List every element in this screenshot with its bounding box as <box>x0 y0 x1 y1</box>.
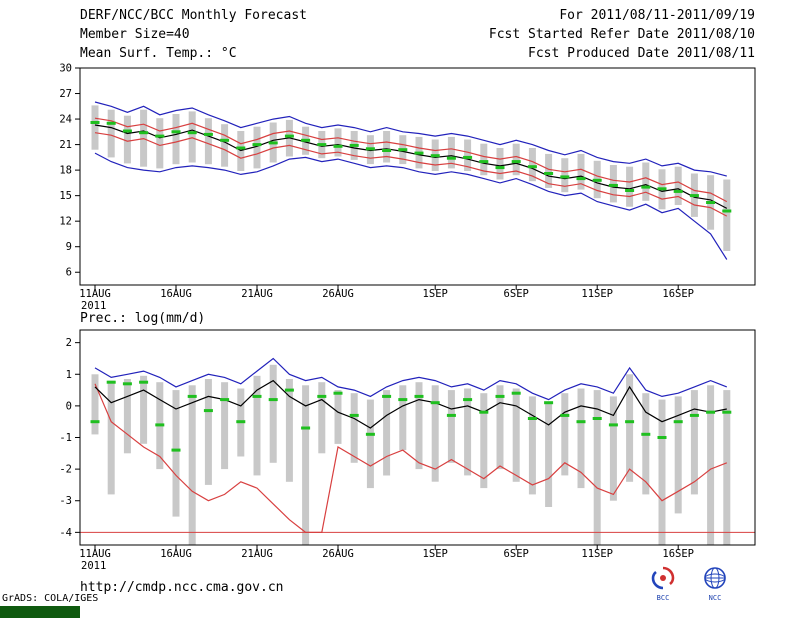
header-fcst-started: Fcst Started Refer Date 2011/08/10 <box>488 27 755 42</box>
mean-surface-temperature-ytick-label: 24 <box>59 114 72 126</box>
mean-surface-temperature-ytick-label: 12 <box>59 216 72 228</box>
mean-surface-temperature-plot-box <box>79 67 756 286</box>
mean-surface-temperature-ensemble-median-line <box>94 124 728 209</box>
mean-surface-temperature-year-label: 2011 <box>81 300 106 312</box>
precipitation-axes: 2 1 0 -1 -2 -3 -4 11AUG 16AUG 21AUG 26AUG 1SEP 6SEP 1… <box>59 337 694 572</box>
mean-surface-temperature-ensemble-bars <box>91 105 731 251</box>
mean-surface-temperature-lower-quartile-line <box>94 132 728 217</box>
mean-surface-temperature-xtick-label: 1SEP <box>423 288 448 300</box>
mean-surface-temperature-ytick-label: 15 <box>59 190 72 202</box>
precipitation-ytick-label: 0 <box>66 400 72 412</box>
precipitation-chart: 2 1 0 -1 -2 -3 -4 11AUG 16AUG 21AUG 26AUG 1SEP 6SEP 1… <box>59 329 756 572</box>
precipitation-xtick-label: 16SEP <box>662 548 694 560</box>
bcc-logo-icon: BCC <box>642 566 684 602</box>
header-for-range: For 2011/08/11-2011/09/19 <box>559 8 755 23</box>
precipitation-ytick-label: 2 <box>66 337 72 349</box>
mean-surface-temperature-xtick-label: 6SEP <box>504 288 529 300</box>
ncc-logo-label: NCC <box>708 594 722 602</box>
precipitation-ytick-label: -2 <box>59 464 72 476</box>
mean-surface-temperature-xtick-label: 16AUG <box>160 288 192 300</box>
precipitation-year-label: 2011 <box>81 560 106 572</box>
header-fcst-produced: Fcst Produced Date 2011/08/11 <box>528 46 755 61</box>
precipitation-ytick-label: -3 <box>59 495 72 507</box>
header-title: DERF/NCC/BCC Monthly Forecast <box>80 8 307 23</box>
ncc-logo-icon: NCC <box>692 566 738 602</box>
mean-surface-temperature-ensemble-max-line <box>94 101 727 177</box>
precipitation-ensemble-median-line <box>94 379 727 429</box>
mean-surface-temperature-xtick-label: 16SEP <box>662 288 694 300</box>
precipitation-ensemble-min-line <box>94 383 728 534</box>
mean-surface-temperature-ytick-label: 27 <box>59 88 72 100</box>
mean-surface-temperature-xtick-label: 26AUG <box>322 288 354 300</box>
mean-surface-temperature-chart: 30 27 24 21 18 15 12 9 6 11AUG 16AUG 21AUG 26AUG 1SEP… <box>59 63 756 313</box>
mean-surface-temperature-ytick-label: 6 <box>66 267 72 279</box>
precipitation-xtick-label: 11AUG <box>79 548 111 560</box>
precipitation-xtick-label: 6SEP <box>504 548 529 560</box>
mean-surface-temperature-xtick-label: 11AUG <box>79 288 111 300</box>
mean-surface-temperature-ytick-label: 30 <box>59 63 72 75</box>
grads-stamp-text: GrADS: COLA/IGES <box>2 593 99 604</box>
mean-surface-temperature-ytick-label: 18 <box>59 165 72 177</box>
mean-surface-temperature-xtick-label: 11SEP <box>581 288 613 300</box>
precipitation-ensemble-max-line <box>94 357 728 401</box>
mean-surface-temperature-ytick-label: 21 <box>59 139 72 151</box>
precipitation-xtick-label: 16AUG <box>160 548 192 560</box>
precipitation-ytick-label: -4 <box>59 527 72 539</box>
precipitation-ensemble-bars <box>91 364 731 545</box>
bcc-logo-swirl <box>651 566 675 590</box>
precipitation-ytick-label: 1 <box>66 369 72 381</box>
precipitation-xtick-label: 1SEP <box>423 548 448 560</box>
precipitation-xtick-label: 26AUG <box>322 548 354 560</box>
precipitation-xtick-label: 21AUG <box>241 548 273 560</box>
ncc-logo-globe <box>704 567 726 589</box>
mean-surface-temperature-axes: 30 27 24 21 18 15 12 9 6 11AUG 16AUG 21AUG 26AUG 1SEP… <box>59 63 694 313</box>
chart-title-temperature: Mean Surf. Temp.: °C <box>80 46 237 61</box>
precipitation-ytick-label: -1 <box>59 432 72 444</box>
mean-surface-temperature-ensemble-min-line <box>94 152 728 260</box>
mean-surface-temperature-ytick-label: 9 <box>66 241 72 253</box>
header-member-size: Member Size=40 <box>80 27 190 42</box>
precipitation-xtick-label: 11SEP <box>581 548 613 560</box>
mean-surface-temperature-observation-dashes <box>90 121 732 213</box>
grads-stamp-box <box>0 606 80 618</box>
precipitation-observation-dashes <box>90 380 732 452</box>
mean-surface-temperature-xtick-label: 21AUG <box>241 288 273 300</box>
mean-surface-temperature-upper-quartile-line <box>94 117 728 203</box>
chart-title-precipitation: Prec.: log(mm/d) <box>80 311 206 326</box>
bcc-logo-label: BCC <box>656 594 670 602</box>
footer-url-link[interactable]: http://cmdp.ncc.cma.gov.cn <box>80 580 284 595</box>
